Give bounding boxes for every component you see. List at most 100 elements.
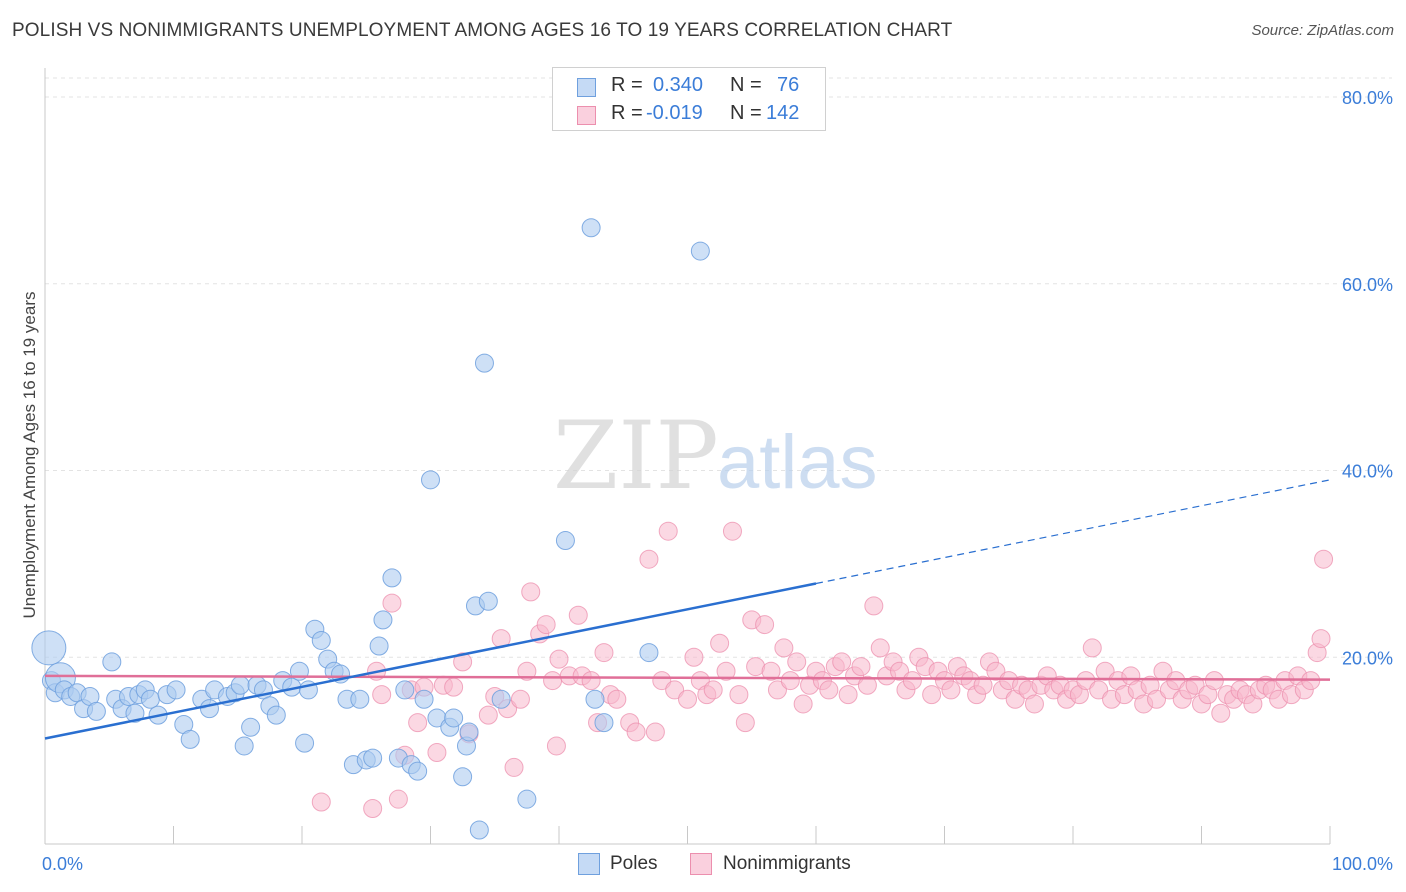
poles-n-value: 76 <box>777 74 800 96</box>
poles-point <box>230 675 250 695</box>
nonimmigrants-point <box>787 652 807 672</box>
nonimmigrants-point <box>444 677 464 697</box>
nonimmigrants-point <box>363 799 383 819</box>
nonimmigrants-point <box>716 661 736 681</box>
poles-point <box>234 736 254 756</box>
nonimmigrants-point <box>543 671 563 691</box>
nonimmigrants-point <box>838 685 858 705</box>
poles-point <box>31 630 67 666</box>
nonimmigrants-point <box>1211 703 1231 723</box>
nonimmigrants-point <box>857 675 877 695</box>
trend-lines <box>44 479 1331 740</box>
watermark-zip: ZIP <box>553 402 719 511</box>
nonimmigrants-point <box>1076 671 1096 691</box>
axes <box>44 68 1331 845</box>
nonimmigrants-point <box>922 685 942 705</box>
nonimmigrants-point <box>478 705 498 725</box>
nonimmigrants-point <box>568 605 588 625</box>
nonimmigrants-legend-swatch <box>690 853 712 875</box>
nonimmigrants-point <box>780 671 800 691</box>
poles-point <box>517 789 537 809</box>
poles-point <box>266 705 286 725</box>
legend-row-nonimmigrants: R = -0.019 N = 142 <box>553 100 825 128</box>
poles-point <box>581 218 601 238</box>
nonimmigrants-point <box>549 649 569 669</box>
watermark-atlas: atlas <box>717 420 878 505</box>
nonimmigrants-swatch <box>577 106 596 125</box>
legend-row-poles: R = 0.340 N = 76 <box>553 72 825 100</box>
poles-r-label: R = <box>611 74 643 96</box>
poles-point <box>491 689 511 709</box>
poles-point <box>382 568 402 588</box>
nonimmigrants-point <box>594 643 614 663</box>
y-tick-label: 80.0% <box>1342 88 1393 108</box>
y-tick-label: 60.0% <box>1342 275 1393 295</box>
poles-point <box>102 652 122 672</box>
nonimmigrants-point <box>652 671 672 691</box>
nonimmigrants-point <box>678 689 697 709</box>
poles-point <box>474 353 494 373</box>
nonimmigrants-point <box>1082 638 1102 658</box>
nonimmigrants-point <box>1147 689 1167 709</box>
nonimmigrants-point <box>729 685 749 705</box>
nonimmigrants-point <box>902 671 922 691</box>
nonimmigrants-point <box>427 742 447 762</box>
nonimmigrants-point <box>388 789 408 809</box>
nonimmigrants-point <box>517 661 537 681</box>
poles-point <box>555 531 575 551</box>
nonimmigrants-point <box>755 615 775 635</box>
nonimmigrants-point <box>793 694 813 714</box>
poles-point <box>125 703 145 723</box>
nonimmigrants-point <box>761 661 781 681</box>
poles-point <box>395 680 415 700</box>
nonimmigrants-point <box>722 521 742 541</box>
y-tick-label: 40.0% <box>1342 462 1393 482</box>
nonimmigrants-point <box>665 680 685 700</box>
poles-legend-swatch <box>578 853 600 875</box>
poles-point <box>478 591 498 611</box>
nonimm-r-label: R = <box>611 102 643 124</box>
nonimmigrants-point <box>735 713 755 733</box>
poles-point <box>585 689 605 709</box>
poles-point <box>86 701 106 721</box>
nonimmigrants-point <box>819 680 839 700</box>
nonimmigrants-point <box>1089 680 1109 700</box>
nonimmigrants-point <box>870 638 890 658</box>
poles-point <box>199 699 219 719</box>
poles-point <box>414 689 434 709</box>
correlation-legend: R = 0.340 N = 76 R = -0.019 N = 142 <box>552 67 826 131</box>
poles-point <box>369 636 389 656</box>
nonimmigrants-point <box>658 521 678 541</box>
nonimmigrants-point <box>864 596 884 616</box>
x-tick-label: 0.0% <box>42 854 83 874</box>
nonimmigrants-point <box>311 792 331 812</box>
poles-r-value: 0.340 <box>653 74 704 96</box>
poles-point <box>469 820 489 840</box>
nonimmigrants-trend-line <box>44 674 1331 681</box>
nonimmigrants-point <box>1185 675 1205 695</box>
y-axis-label: Unemployment Among Ages 16 to 19 years <box>20 291 39 619</box>
poles-point <box>166 680 186 700</box>
nonimm-n-label: N = <box>730 102 762 124</box>
poles-trend-extension <box>815 479 1331 585</box>
poles-point <box>140 689 160 709</box>
poles-point <box>311 630 331 650</box>
nonimmigrants-point <box>1311 629 1331 649</box>
nonimmigrants-point <box>774 638 794 658</box>
nonimmigrants-point <box>510 689 530 709</box>
nonimmigrants-point <box>382 593 402 613</box>
nonimmigrants-point <box>941 680 961 700</box>
nonimmigrants-legend-label: Nonimmigrants <box>723 853 851 874</box>
chart-title: POLISH VS NONIMMIGRANTS UNEMPLOYMENT AMO… <box>12 20 953 41</box>
nonimmigrants-point <box>1024 694 1044 714</box>
nonimmigrants-point <box>986 661 1006 681</box>
nonimmigrants-point <box>408 713 428 733</box>
nonimmigrants-point <box>521 582 541 602</box>
poles-legend-label: Poles <box>610 853 658 874</box>
poles-trend-line <box>44 582 817 740</box>
poles-point <box>594 713 614 733</box>
tick-labels: 20.0% 40.0% 60.0% 80.0% 0.0% 100.0% <box>42 88 1393 874</box>
poles-point <box>421 470 440 490</box>
poles-point <box>373 610 393 630</box>
nonimm-n-value: 142 <box>766 102 800 124</box>
